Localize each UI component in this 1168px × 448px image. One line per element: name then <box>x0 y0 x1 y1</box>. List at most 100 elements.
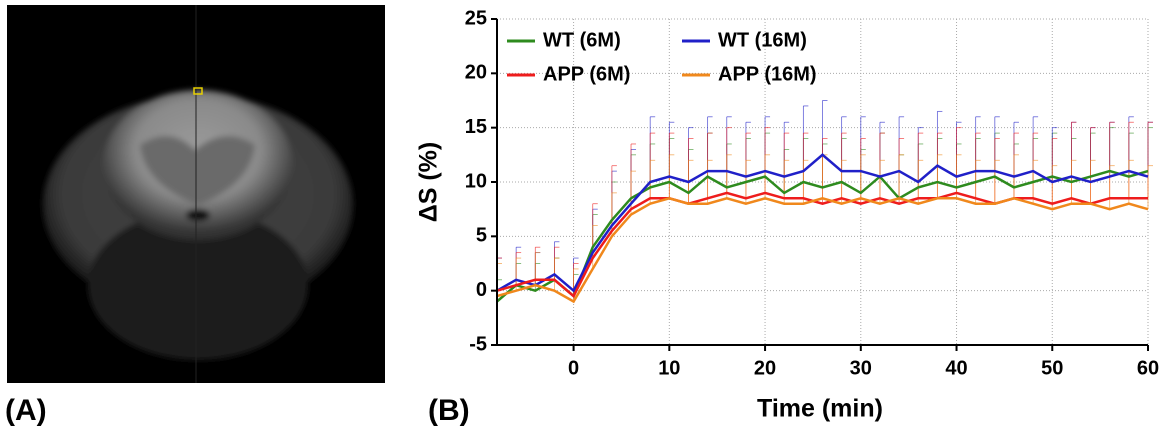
error-bar <box>860 116 866 172</box>
x-tick-label: 30 <box>850 357 872 379</box>
error-bars <box>496 127 1153 302</box>
error-bar <box>822 138 828 204</box>
error-bar <box>879 121 885 177</box>
panel-label: (A) <box>5 394 47 427</box>
error-bar <box>841 132 847 199</box>
series-line <box>496 153 1149 293</box>
error-bar <box>1090 127 1096 182</box>
y-axis-label: ΔS (%) <box>415 142 443 222</box>
error-bar <box>668 121 675 177</box>
y-tick-label: 0 <box>476 279 487 301</box>
error-bar <box>1051 127 1058 182</box>
error-bar <box>783 159 790 204</box>
x-axis-label: Time (min) <box>757 395 883 423</box>
error-bar <box>1051 138 1058 204</box>
error-bar <box>936 154 943 199</box>
error-bar <box>1013 121 1019 177</box>
legend-label: WT (6M) <box>543 29 621 51</box>
error-bar <box>764 116 771 172</box>
error-bar <box>975 132 981 199</box>
y-tick-label: 25 <box>465 7 487 29</box>
error-bar <box>956 121 962 177</box>
error-bar <box>726 154 732 199</box>
error-bar <box>841 116 847 172</box>
error-bar <box>1051 165 1058 210</box>
error-bar <box>994 159 1000 204</box>
error-bar <box>630 170 637 215</box>
y-tick-label: 10 <box>465 170 487 192</box>
error-bar <box>1147 121 1153 199</box>
error-bar <box>898 116 905 172</box>
error-bar <box>822 143 828 188</box>
error-bar <box>726 127 732 193</box>
error-bar <box>1128 116 1134 172</box>
error-bar <box>936 138 943 182</box>
error-bar <box>1090 132 1096 177</box>
error-bar <box>802 132 809 199</box>
error-bar <box>879 159 885 204</box>
x-tick-label: 0 <box>568 357 579 379</box>
error-bar <box>1147 165 1153 210</box>
error-bar <box>898 154 905 199</box>
series-line <box>496 197 1149 304</box>
error-bar <box>745 121 751 177</box>
error-bar <box>1147 121 1153 177</box>
error-bar <box>688 138 694 204</box>
y-tick-label: 5 <box>476 225 487 247</box>
error-bar <box>1032 116 1039 172</box>
error-bar <box>1109 165 1115 210</box>
error-bar <box>668 138 675 182</box>
error-bar <box>745 132 751 199</box>
error-bar <box>707 116 713 172</box>
error-bar <box>1013 143 1019 188</box>
error-bar <box>1109 121 1115 177</box>
error-bar <box>1013 132 1019 199</box>
x-tick-label: 10 <box>658 357 680 379</box>
error-bar <box>1090 127 1096 204</box>
legend-label: APP (16M) <box>718 63 817 85</box>
error-bar <box>994 116 1000 172</box>
error-bar <box>879 132 885 177</box>
error-bar <box>688 127 694 182</box>
error-bar <box>1032 132 1039 199</box>
error-bar <box>1128 159 1134 204</box>
y-tick-label: 15 <box>465 116 487 138</box>
mri-image <box>7 5 385 383</box>
error-bar <box>956 127 962 193</box>
legend-label: APP (6M) <box>543 63 630 85</box>
error-bar <box>1147 127 1153 172</box>
legend-label: WT (16M) <box>718 29 807 51</box>
error-bar <box>917 132 924 199</box>
error-bar <box>898 154 905 199</box>
error-bar <box>1071 121 1077 177</box>
error-bar <box>917 127 924 182</box>
y-tick-label: -5 <box>469 333 487 355</box>
error-bar <box>1109 127 1115 172</box>
error-bar <box>1109 121 1115 199</box>
error-bar <box>726 143 732 188</box>
error-bar <box>783 132 790 199</box>
error-bar <box>975 116 981 172</box>
error-bar <box>822 154 828 199</box>
error-bar <box>783 148 790 193</box>
error-bar <box>879 132 885 199</box>
series-line <box>496 169 1149 303</box>
x-tick-label: 20 <box>754 357 776 379</box>
x-tick-label: 60 <box>1137 357 1159 379</box>
error-bar <box>956 143 962 188</box>
error-bar <box>707 159 713 204</box>
error-bar <box>707 132 713 199</box>
error-bar <box>1051 132 1058 177</box>
series-line <box>496 191 1148 299</box>
error-bar <box>649 132 656 199</box>
error-bar <box>860 154 866 199</box>
error-bar <box>688 148 694 193</box>
x-tick-label: 40 <box>945 357 967 379</box>
error-bar <box>630 154 637 199</box>
y-tick-label: 20 <box>465 62 487 84</box>
x-tick-label: 50 <box>1041 357 1063 379</box>
panel-label: (B) <box>428 394 470 427</box>
error-bar <box>764 127 771 193</box>
error-bar <box>649 116 656 182</box>
error-bar <box>668 132 675 199</box>
